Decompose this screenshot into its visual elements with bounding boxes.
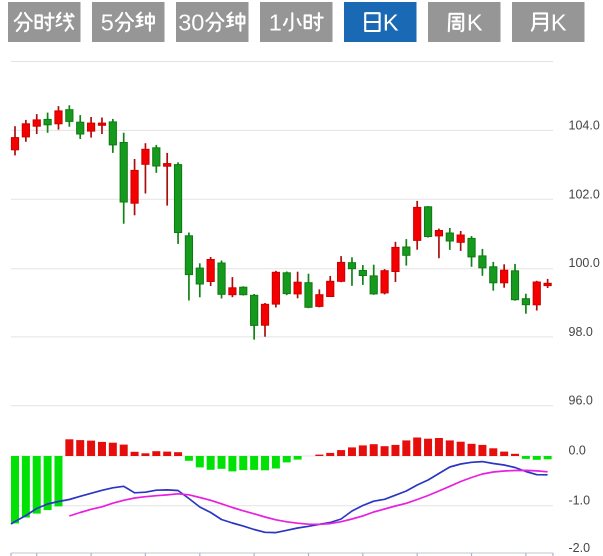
- svg-text:K: K: [551, 10, 567, 36]
- svg-text:K: K: [467, 10, 483, 36]
- svg-text:5: 5: [101, 10, 114, 36]
- svg-text:-2.0: -2.0: [569, 541, 591, 555]
- svg-text:100.0: 100.0: [569, 256, 600, 270]
- svg-text:0.0: 0.0: [569, 444, 586, 458]
- svg-text:3: 3: [178, 10, 191, 36]
- svg-text:96.0: 96.0: [569, 394, 593, 408]
- svg-text:K: K: [383, 10, 399, 36]
- svg-text:-1.0: -1.0: [569, 494, 591, 508]
- svg-text:104.0: 104.0: [569, 119, 600, 133]
- svg-text:0: 0: [191, 10, 204, 36]
- svg-text:102.0: 102.0: [569, 187, 600, 201]
- svg-text:1: 1: [269, 10, 282, 36]
- svg-text:98.0: 98.0: [569, 325, 593, 339]
